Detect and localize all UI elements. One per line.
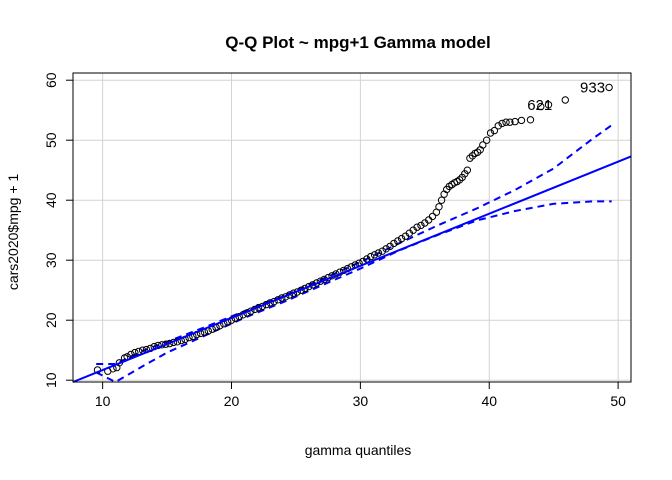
point-label: 933	[580, 79, 605, 96]
data-point	[374, 249, 383, 257]
data-point	[561, 96, 569, 104]
chart-title: Q-Q Plot ~ mpg+1 Gamma model	[225, 33, 490, 52]
data-point	[301, 284, 309, 293]
data-point	[378, 247, 386, 255]
data-point	[437, 196, 446, 204]
data-point	[468, 152, 477, 160]
y-tick-label: 20	[43, 312, 59, 328]
x-tick-label: 10	[95, 393, 111, 409]
data-point	[605, 83, 613, 92]
point-label: 621	[527, 97, 552, 114]
y-tick-label: 50	[43, 132, 59, 148]
y-tick-label: 10	[43, 372, 59, 388]
y-tick-label: 30	[43, 252, 59, 268]
data-point	[544, 101, 553, 109]
confidence-band-upper	[96, 124, 613, 365]
data-point	[382, 245, 390, 253]
data-point	[517, 116, 526, 125]
data-point	[390, 239, 398, 248]
annotations: 933 621	[527, 79, 605, 113]
y-tick-label: 40	[43, 192, 59, 208]
x-tick-label: 50	[610, 393, 626, 409]
data-point	[394, 237, 402, 245]
reference-line-group	[72, 155, 632, 383]
grid	[73, 73, 631, 382]
data-point	[428, 212, 437, 221]
data-point	[479, 141, 487, 149]
data-point	[397, 234, 406, 243]
data-point	[466, 154, 474, 162]
y-tick-label: 60	[43, 72, 59, 88]
data-point	[486, 129, 495, 137]
reference-line	[72, 155, 632, 383]
x-axis-label: gamma quantiles	[305, 442, 412, 458]
data-point	[506, 118, 514, 126]
data-point	[482, 136, 491, 144]
data-point	[473, 148, 482, 156]
data-point	[435, 203, 443, 211]
axes: 10 20 30 40 50 10 20 30 40 50 60	[43, 72, 626, 409]
x-tick-label: 40	[481, 393, 497, 409]
data-points	[93, 83, 613, 375]
y-axis-label: cars2020$mpg + 1	[5, 174, 21, 291]
data-point	[537, 102, 545, 111]
data-point	[413, 223, 421, 231]
confidence-band-lower	[95, 200, 612, 384]
confidence-band	[95, 124, 613, 384]
data-point	[498, 119, 506, 128]
data-point	[463, 166, 472, 174]
data-point	[366, 252, 375, 261]
data-point	[526, 116, 535, 124]
data-point	[455, 176, 464, 184]
data-point	[131, 348, 139, 357]
data-point	[502, 118, 510, 126]
data-point	[370, 251, 379, 259]
plot-frame	[72, 72, 632, 383]
data-point	[490, 126, 499, 135]
data-point	[494, 122, 502, 130]
x-tick-label: 30	[353, 393, 369, 409]
data-point	[417, 221, 425, 230]
x-tick-label: 20	[224, 393, 240, 409]
data-point	[305, 282, 313, 291]
